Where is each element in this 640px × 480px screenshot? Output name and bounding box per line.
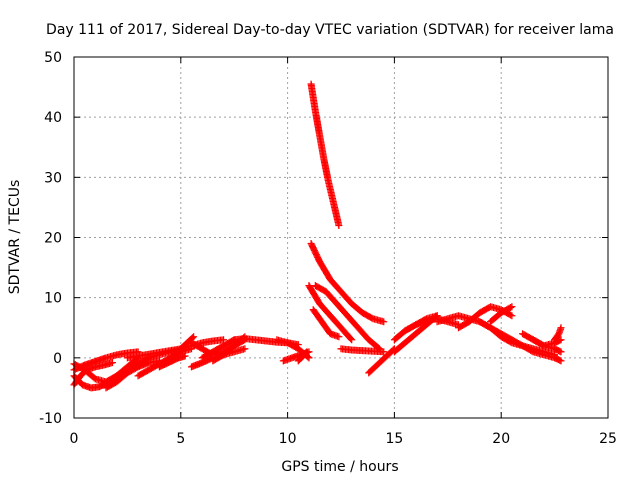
series-s19 (307, 80, 343, 229)
data-point (380, 348, 388, 356)
data-point (302, 349, 310, 357)
x-tick-label: 20 (492, 431, 510, 447)
series-s35 (529, 336, 565, 356)
series-s09 (155, 352, 189, 371)
data-point (557, 357, 565, 365)
data-point (335, 333, 343, 341)
data-point (508, 303, 516, 311)
data-point (347, 335, 355, 343)
data-point (557, 324, 565, 332)
series-s24 (337, 345, 388, 356)
x-axis-label: GPS time / hours (281, 459, 398, 475)
data-point (348, 336, 356, 344)
data-point (335, 221, 343, 229)
data-point (557, 348, 565, 356)
y-tick-label: 40 (44, 110, 62, 126)
y-tick-label: 50 (44, 50, 62, 66)
data-point (181, 352, 189, 360)
series-s36 (551, 324, 565, 344)
y-tick-label: 10 (44, 291, 62, 307)
data-point (220, 336, 228, 344)
grid-lines (74, 57, 608, 418)
chart-title: Day 111 of 2017, Sidereal Day-to-day VTE… (46, 22, 614, 38)
series-s23 (309, 306, 343, 341)
series-s22 (305, 282, 356, 344)
data-point (108, 359, 116, 367)
data-point (507, 303, 515, 311)
x-tick-label: 10 (279, 431, 297, 447)
x-tick-label: 0 (70, 431, 79, 447)
data-point (380, 318, 388, 326)
axis-ticks: 0 5 10 15 20 25 -10 0 10 20 30 40 50 (39, 50, 617, 447)
y-tick-label: 0 (53, 351, 62, 367)
x-tick-label: 5 (176, 431, 185, 447)
y-axis-label: SDTVAR / TECUs (7, 180, 23, 295)
series-s33 (508, 336, 565, 365)
series-s31 (487, 303, 516, 326)
data-point (241, 345, 249, 353)
series-s18 (294, 348, 311, 365)
data-point (508, 312, 516, 320)
x-tick-label: 15 (385, 431, 403, 447)
x-tick-label: 25 (599, 431, 617, 447)
y-tick-label: -10 (39, 411, 62, 427)
series-s21 (311, 282, 383, 353)
y-tick-label: 20 (44, 231, 62, 247)
data-point (190, 333, 198, 341)
data-points (70, 80, 565, 392)
data-point (305, 354, 313, 362)
data-point (433, 312, 441, 320)
data-point (557, 336, 565, 344)
series-s20 (307, 240, 388, 326)
series-s08 (123, 336, 228, 362)
series-s10 (177, 333, 198, 353)
data-point (303, 348, 311, 356)
series-s28 (401, 312, 441, 335)
series-s13 (198, 336, 238, 362)
data-point (507, 311, 515, 319)
y-tick-label: 30 (44, 170, 62, 186)
